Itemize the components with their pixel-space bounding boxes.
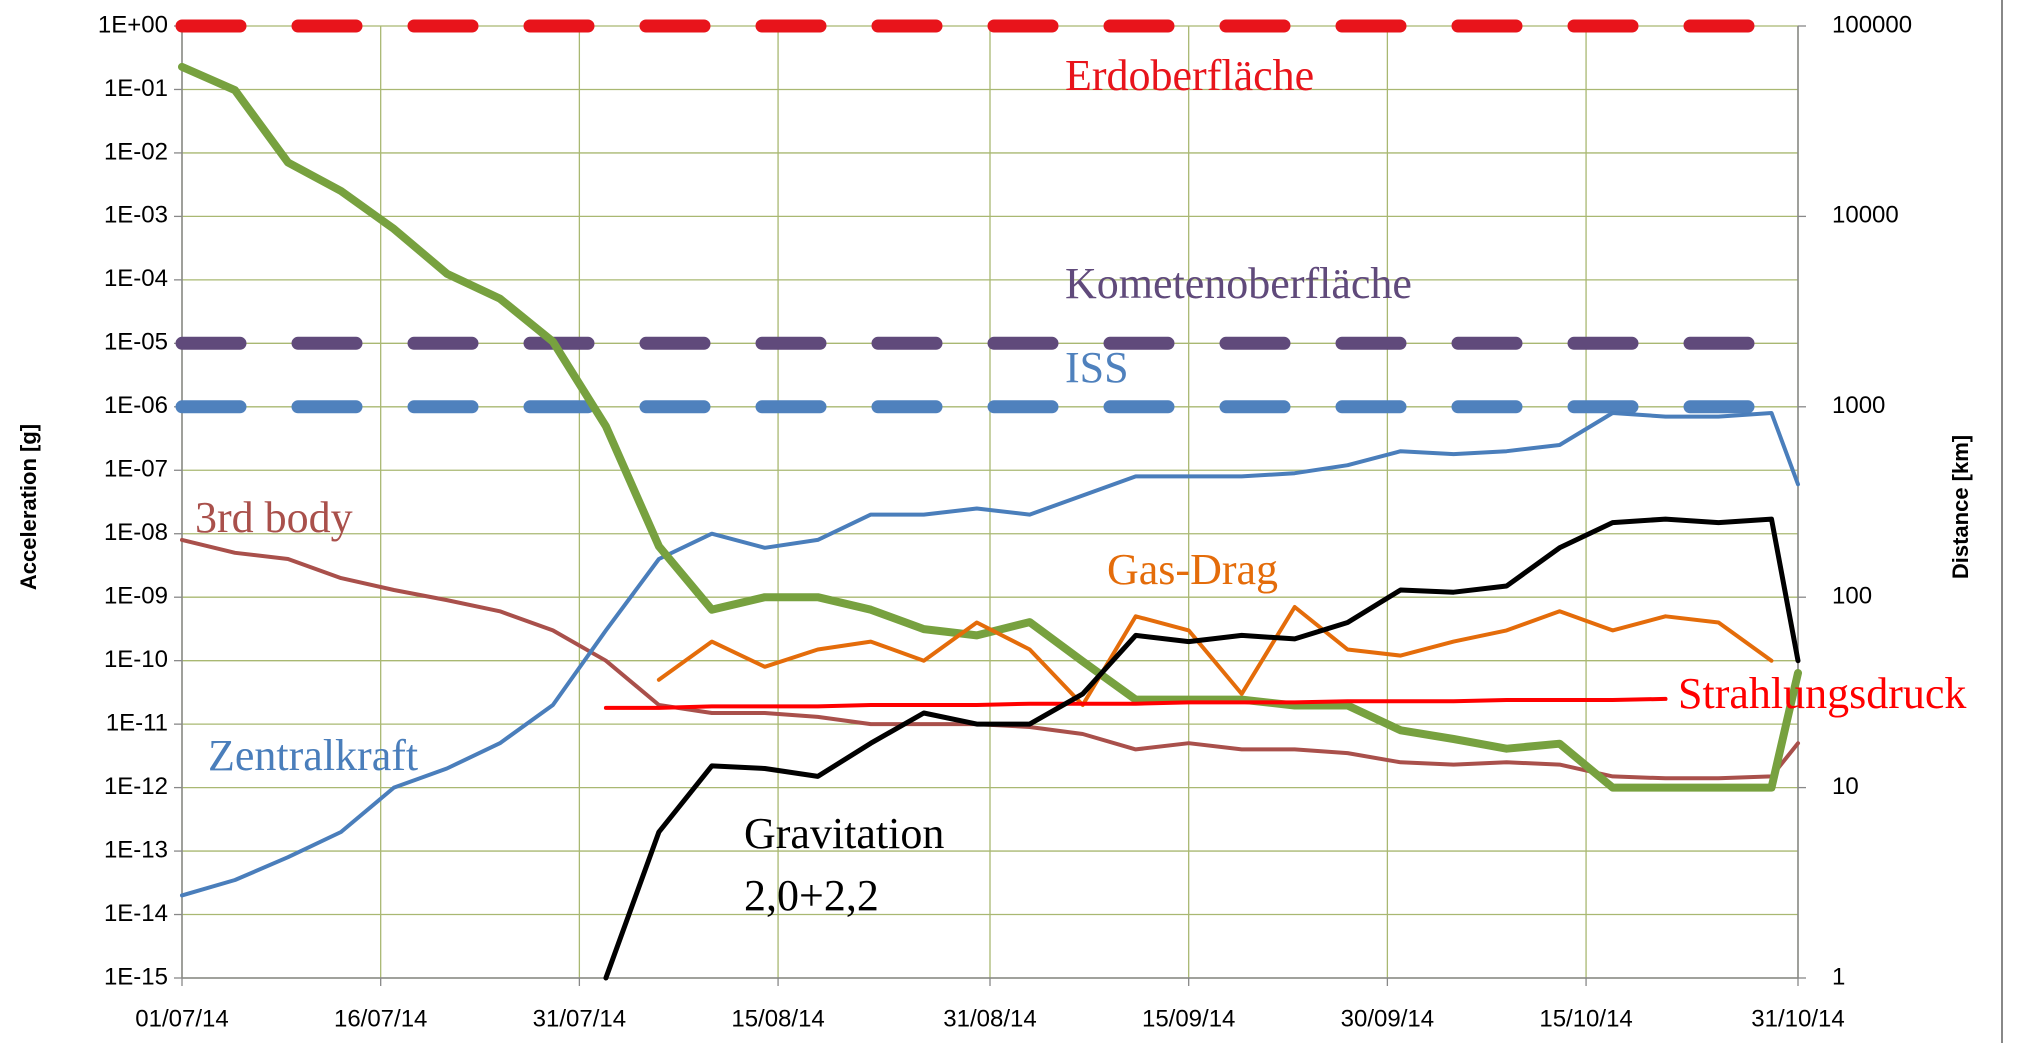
y-tick-label: 1E-13 [104, 836, 168, 863]
y-tick-label: 1E-02 [104, 138, 168, 165]
y-tick-label: 1E-06 [104, 392, 168, 419]
x-tick-label: 15/10/14 [1539, 1005, 1632, 1032]
y-tick-label: 1E-12 [104, 773, 168, 800]
x-tick-label: 15/08/14 [731, 1005, 824, 1032]
x-tick-label: 01/07/14 [135, 1005, 228, 1032]
y-tick-label: 1E-05 [104, 329, 168, 356]
x-tick-label: 16/07/14 [334, 1005, 427, 1032]
y-tick-label: 1E-01 [104, 75, 168, 102]
series-line [603, 696, 1668, 710]
y2-tick-label: 1 [1832, 963, 1845, 990]
series-line [656, 605, 1774, 707]
series-line [180, 411, 1800, 898]
y-tick-label: 1E-09 [104, 583, 168, 610]
series-label: Gravitation 2,0+2,2 [744, 809, 955, 920]
x-tick-label: 31/08/14 [943, 1005, 1036, 1032]
y-tick-label: 1E-07 [104, 456, 168, 483]
series-label: Kometenoberfläche [1065, 259, 1412, 308]
y2-tick-label: 100 [1832, 583, 1872, 610]
y-tick-label: 1E-14 [104, 900, 168, 927]
series-line [178, 62, 1802, 792]
x-tick-label: 30/09/14 [1341, 1005, 1434, 1032]
series-label: Erdoberfläche [1065, 51, 1314, 100]
y-axis-label: Acceleration [g] [16, 424, 41, 590]
series-label: ISS [1065, 343, 1129, 392]
y-tick-label: 1E-15 [104, 963, 168, 990]
x-tick-label: 15/09/14 [1142, 1005, 1235, 1032]
x-tick-label: 31/10/14 [1751, 1005, 1844, 1032]
series-label-line: Gravitation [744, 809, 955, 858]
y2-tick-label: 100000 [1832, 11, 1912, 38]
y-tick-label: 1E-11 [106, 709, 168, 736]
y-tick-label: 1E-03 [104, 202, 168, 229]
y2-axis-label: Distance [km] [1948, 435, 1973, 579]
series-label: 3rd body [195, 493, 353, 542]
series-label: Strahlungsdruck [1678, 669, 1966, 718]
y2-tick-label: 10 [1832, 773, 1859, 800]
y-tick-label: 1E+00 [98, 11, 168, 38]
y2-tick-label: 10000 [1832, 202, 1899, 229]
series-label: Zentralkraft [208, 731, 418, 780]
series-label: Gas-Drag [1107, 545, 1278, 594]
y-tick-label: 1E-10 [104, 646, 168, 673]
y-tick-label: 1E-04 [104, 265, 168, 292]
x-tick-label: 31/07/14 [533, 1005, 626, 1032]
y2-tick-label: 1000 [1832, 392, 1885, 419]
series-line [603, 516, 1801, 981]
series-label-line: 2,0+2,2 [744, 871, 879, 920]
y-tick-label: 1E-08 [104, 519, 168, 546]
